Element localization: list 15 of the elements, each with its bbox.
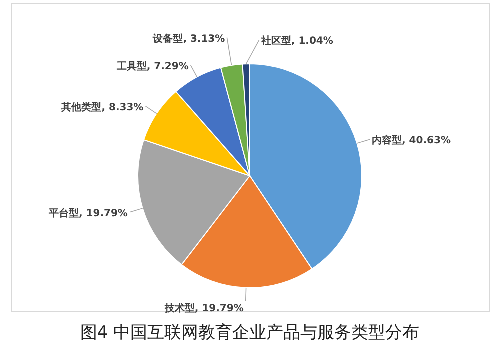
data-label: , 19.79%	[194, 303, 244, 314]
slice-label: 设备型	[153, 34, 184, 45]
slice-label: 工具型	[116, 61, 147, 72]
data-label: , 3.13%	[183, 34, 226, 45]
slice-label: 平台型	[49, 208, 80, 220]
data-label: , 19.79%	[79, 208, 128, 220]
data-label: , 8.33%	[102, 102, 144, 114]
data-label: , 7.29%	[146, 61, 189, 72]
slice-label: 技术型	[164, 303, 195, 314]
data-label: , 1.04%	[291, 36, 334, 48]
data-label: , 40.63%	[402, 136, 451, 147]
slice-label: 社区型	[261, 36, 292, 48]
slice-label: 其他类型	[62, 102, 102, 114]
text: 图4 中国互联网教育企业产品与服务类型分布	[80, 323, 420, 343]
slice-label: 内容型	[372, 136, 402, 147]
